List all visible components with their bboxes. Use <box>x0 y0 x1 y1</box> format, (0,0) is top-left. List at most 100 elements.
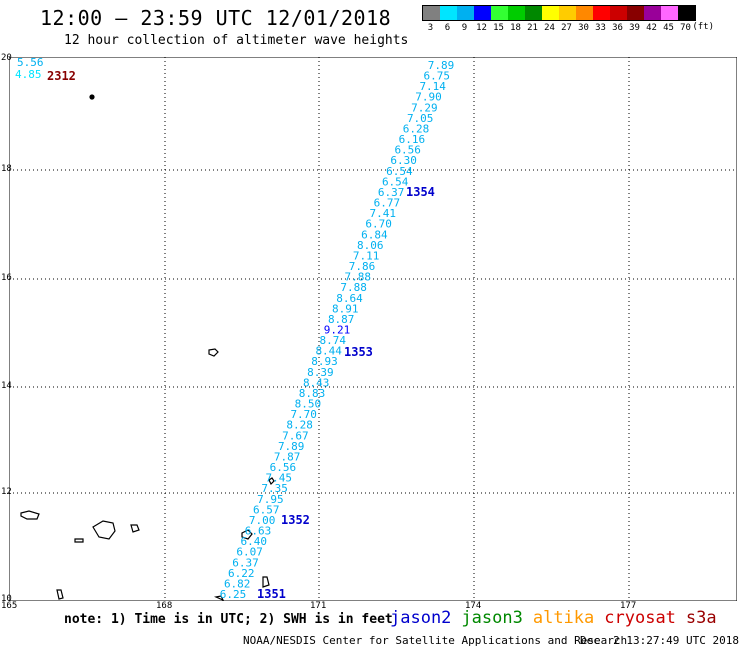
legend-swatch <box>525 6 542 20</box>
credit-line: NOAA/NESDIS Center for Satellite Applica… <box>243 634 628 647</box>
legend-swatches <box>422 5 696 21</box>
map-subtitle: 12 hour collection of altimeter wave hei… <box>64 33 409 48</box>
swh-value: 8.87 <box>328 313 355 326</box>
credit-timestamp: Dec 2 13:27:49 UTC 2018 <box>580 634 739 647</box>
lat-label-20: 20 <box>1 53 12 63</box>
legend-label: 24 <box>544 23 555 33</box>
swh-corner-value: 4.85 <box>15 68 42 81</box>
island-atoll-2 <box>20 510 40 520</box>
swh-value: 6.84 <box>361 228 388 241</box>
map-area: 7.89 6.75 7.14 7.90 7.29 7.05 6.28 6.16 6.56 6.30… <box>9 57 737 601</box>
island-atoll-6 <box>241 529 253 540</box>
swh-value: 6.16 <box>399 133 426 146</box>
pass-label-1352: 1352 <box>281 513 310 527</box>
color-scale-legend: 3 6 9 12 15 18 21 24 27 30 33 36 39 42 45 70 (ft) <box>422 5 714 33</box>
satellite-jason2: jason2 <box>390 608 452 628</box>
grid-lines <box>9 57 737 601</box>
swh-track: 7.896.757.147.907.297.056.286.166.566.30… <box>15 57 454 601</box>
legend-swatch <box>542 6 559 20</box>
legend-unit: (ft) <box>692 22 714 32</box>
island-atoll-5 <box>130 524 140 533</box>
satellite-cryosat: cryosat <box>604 608 676 628</box>
swh-value: 6.77 <box>374 197 401 210</box>
pass-label-1354: 1354 <box>406 185 435 199</box>
swh-value: 7.11 <box>353 249 380 262</box>
legend-label: 12 <box>476 23 487 33</box>
map-frame <box>9 57 737 601</box>
swh-value: 7.35 <box>261 482 288 495</box>
swh-value: 6.28 <box>403 123 430 136</box>
footer-note: note: 1) Time is in UTC; 2) SWH is in fe… <box>64 612 393 627</box>
swh-value: 6.37 <box>232 556 259 569</box>
legend-label: 9 <box>461 23 468 33</box>
legend-swatch <box>678 6 695 20</box>
swh-value: 9.21 <box>324 324 351 337</box>
legend-swatch <box>508 6 525 20</box>
swh-value: 7.89 <box>278 440 305 453</box>
swh-value: 6.22 <box>228 567 255 580</box>
legend-label: 18 <box>510 23 521 33</box>
map-title: 12:00 — 23:59 UTC 12/01/2018 <box>40 6 392 30</box>
swh-value: 6.25 <box>220 588 247 601</box>
legend-label: 70 <box>680 23 691 33</box>
swh-value: 6.70 <box>365 218 392 231</box>
lat-label-16: 16 <box>1 273 12 283</box>
swh-value: 7.89 <box>428 59 455 72</box>
swh-value: 6.30 <box>390 154 417 167</box>
swh-value: 7.41 <box>370 207 397 220</box>
swh-value: 7.05 <box>407 112 434 125</box>
swh-value: 7.70 <box>290 408 317 421</box>
legend-swatch <box>661 6 678 20</box>
swh-value: 6.57 <box>253 503 280 516</box>
swh-value: 6.54 <box>386 165 413 178</box>
lon-label-174: 174 <box>465 601 482 611</box>
swh-value: 8.39 <box>307 366 334 379</box>
lat-label-14: 14 <box>1 381 12 391</box>
legend-label: 30 <box>578 23 589 33</box>
swh-value: 6.56 <box>270 461 297 474</box>
legend-label: 33 <box>595 23 606 33</box>
lon-label-171: 171 <box>310 601 327 611</box>
swh-value: 8.28 <box>286 419 313 432</box>
swh-value: 8.91 <box>332 302 359 315</box>
swh-value: 8.43 <box>303 376 330 389</box>
island-atoll-1 <box>208 348 219 357</box>
lon-label-177: 177 <box>620 601 637 611</box>
swh-value: 6.07 <box>236 546 263 559</box>
swh-value: 7.90 <box>415 91 442 104</box>
legend-swatch <box>474 6 491 20</box>
legend-label: 3 <box>427 23 434 33</box>
legend-labels: 3 6 9 12 15 18 21 24 27 30 33 36 39 42 45 70 <box>422 23 696 33</box>
swh-value: 7.00 <box>249 514 276 527</box>
legend-label: 6 <box>444 23 451 33</box>
legend-swatch <box>627 6 644 20</box>
swh-value: 8.74 <box>320 334 347 347</box>
satellite-s3a: s3a <box>685 608 717 628</box>
swh-value: 7.45 <box>266 472 293 485</box>
legend-swatch <box>610 6 627 20</box>
swh-value: 7.14 <box>419 80 446 93</box>
pass-label-1353: 1353 <box>344 345 373 359</box>
swh-value: 7.95 <box>257 493 284 506</box>
swh-value: 7.87 <box>274 451 301 464</box>
island-atoll-3 <box>92 520 116 540</box>
map-canvas: 7.896.757.147.907.297.056.286.166.566.30… <box>9 57 737 601</box>
satellite-jason3: jason3 <box>461 608 523 628</box>
island-atoll-4 <box>74 538 84 543</box>
island-atoll-10 <box>268 477 275 486</box>
swh-value: 6.75 <box>424 70 451 83</box>
lat-label-12: 12 <box>1 487 12 497</box>
islands <box>20 94 275 601</box>
legend-swatch <box>491 6 508 20</box>
swh-value: 6.37 <box>378 186 405 199</box>
legend-swatch <box>559 6 576 20</box>
pass-label-1351: 1351 <box>257 587 286 601</box>
swh-value: 7.29 <box>411 101 438 114</box>
swh-value: 6.56 <box>394 144 421 157</box>
swh-value: 6.63 <box>245 525 272 538</box>
legend-label: 36 <box>612 23 623 33</box>
island-atoll-8 <box>213 595 225 601</box>
legend-label: 45 <box>663 23 674 33</box>
island-wake <box>89 94 95 100</box>
legend-label: 15 <box>493 23 504 33</box>
